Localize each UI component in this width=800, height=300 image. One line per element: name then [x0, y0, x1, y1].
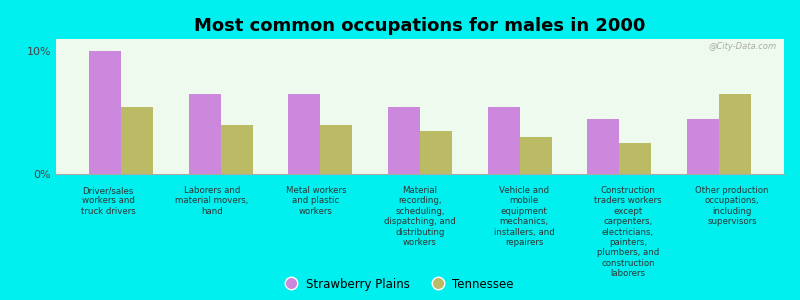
- Bar: [619, 143, 651, 174]
- Bar: [687, 119, 719, 174]
- Text: Other production
occupations,
including
supervisors: Other production occupations, including …: [695, 186, 769, 226]
- Bar: [289, 94, 320, 174]
- Text: @City-Data.com: @City-Data.com: [709, 42, 777, 51]
- Text: Metal workers
and plastic
workers: Metal workers and plastic workers: [286, 186, 346, 216]
- Legend: Strawberry Plains, Tennessee: Strawberry Plains, Tennessee: [286, 278, 514, 291]
- Text: Construction
traders workers
except
carpenters,
electricians,
painters,
plumbers: Construction traders workers except carp…: [594, 186, 662, 278]
- Bar: [488, 106, 520, 174]
- Text: Driver/sales
workers and
truck drivers: Driver/sales workers and truck drivers: [81, 186, 135, 216]
- Bar: [221, 125, 253, 174]
- Bar: [719, 94, 751, 174]
- Bar: [520, 137, 551, 174]
- Bar: [121, 106, 153, 174]
- Bar: [189, 94, 221, 174]
- Bar: [89, 51, 121, 174]
- Bar: [587, 119, 619, 174]
- Text: Material
recording,
scheduling,
dispatching, and
distributing
workers: Material recording, scheduling, dispatch…: [384, 186, 456, 247]
- Bar: [320, 125, 352, 174]
- Bar: [420, 131, 452, 174]
- Text: Laborers and
material movers,
hand: Laborers and material movers, hand: [175, 186, 249, 216]
- Text: Vehicle and
mobile
equipment
mechanics,
installers, and
repairers: Vehicle and mobile equipment mechanics, …: [494, 186, 554, 247]
- Bar: [388, 106, 420, 174]
- Title: Most common occupations for males in 2000: Most common occupations for males in 200…: [194, 17, 646, 35]
